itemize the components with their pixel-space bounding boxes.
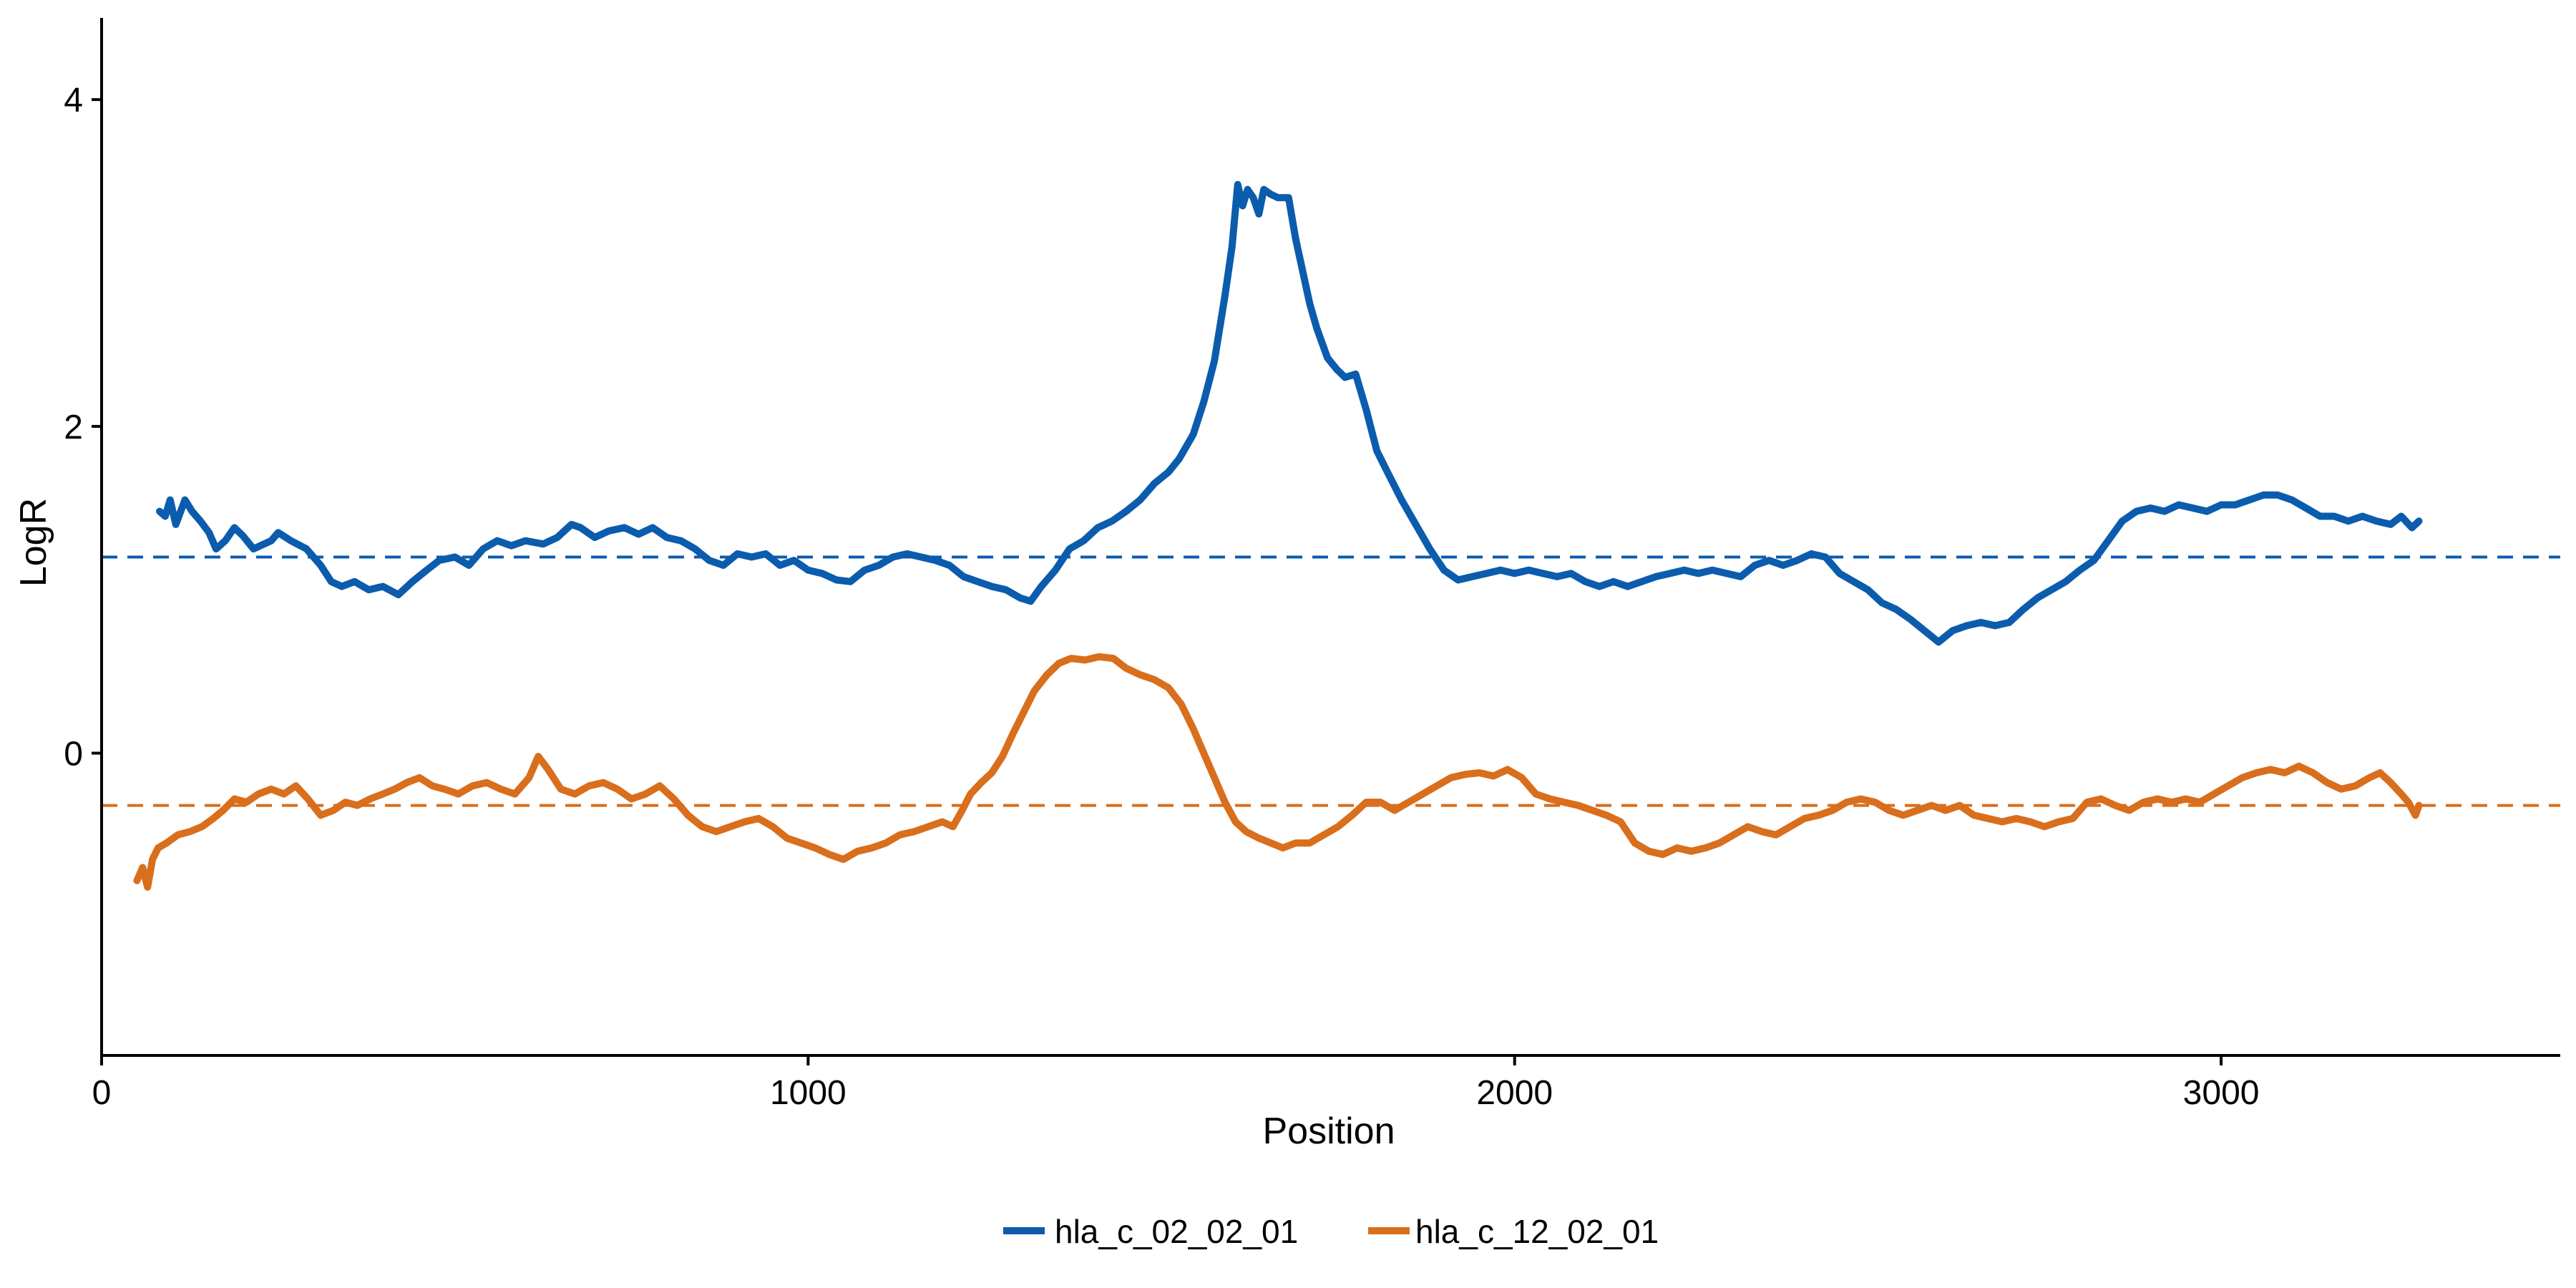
y-tick-label: 4: [64, 82, 83, 119]
legend: hla_c_02_02_01 hla_c_12_02_01: [1003, 1213, 1659, 1250]
legend-label-hla-c-02-02-01: hla_c_02_02_01: [1055, 1213, 1298, 1250]
x-tick-label: 2000: [1476, 1074, 1553, 1112]
series-line-0: [156, 180, 2423, 646]
y-axis-title: LogR: [13, 498, 54, 587]
x-axis-title: Position: [1263, 1111, 1395, 1152]
x-axis-ticks: 0 1000 2000 3000: [92, 1055, 2260, 1112]
x-tick-label: 1000: [770, 1074, 847, 1112]
series-lines: [133, 180, 2423, 891]
y-tick-label: 2: [64, 409, 83, 447]
x-tick-label: 3000: [2183, 1074, 2260, 1112]
legend-label-hla-c-12-02-01: hla_c_12_02_01: [1415, 1213, 1659, 1250]
series-line-1: [133, 653, 2423, 891]
reference-lines: [102, 555, 2560, 807]
y-axis-ticks: 0 2 4: [64, 82, 102, 774]
y-tick-label: 0: [64, 736, 83, 774]
x-tick-label: 0: [92, 1074, 112, 1112]
